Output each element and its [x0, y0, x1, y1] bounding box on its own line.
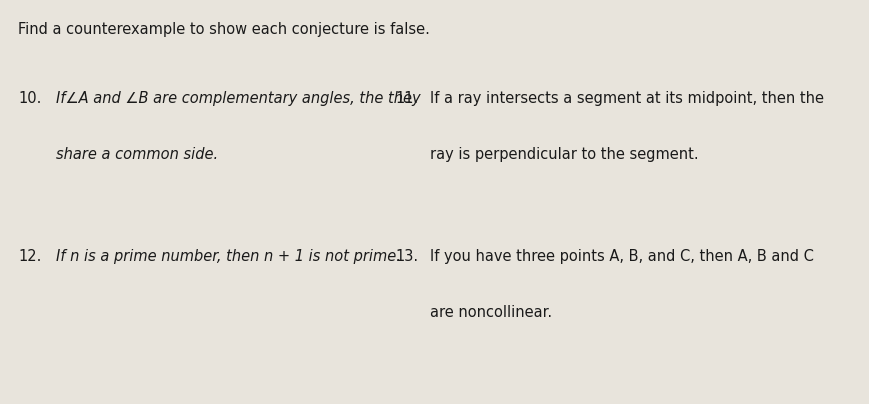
Text: Find a counterexample to show each conjecture is false.: Find a counterexample to show each conje…: [18, 22, 429, 37]
Text: If∠A and ∠B are complementary angles, the they: If∠A and ∠B are complementary angles, th…: [56, 91, 421, 106]
Text: If you have three points A, B, and C, then A, B and C: If you have three points A, B, and C, th…: [430, 250, 813, 265]
Text: 12.: 12.: [18, 250, 42, 265]
Text: If n is a prime number, then n + 1 is not prime.: If n is a prime number, then n + 1 is no…: [56, 250, 401, 265]
Text: 10.: 10.: [18, 91, 42, 106]
Text: share a common side.: share a common side.: [56, 147, 218, 162]
Text: 13.: 13.: [395, 250, 418, 265]
Text: If a ray intersects a segment at its midpoint, then the: If a ray intersects a segment at its mid…: [430, 91, 823, 106]
Text: are noncollinear.: are noncollinear.: [430, 305, 552, 320]
Text: ray is perpendicular to the segment.: ray is perpendicular to the segment.: [430, 147, 698, 162]
Text: 11.: 11.: [395, 91, 419, 106]
